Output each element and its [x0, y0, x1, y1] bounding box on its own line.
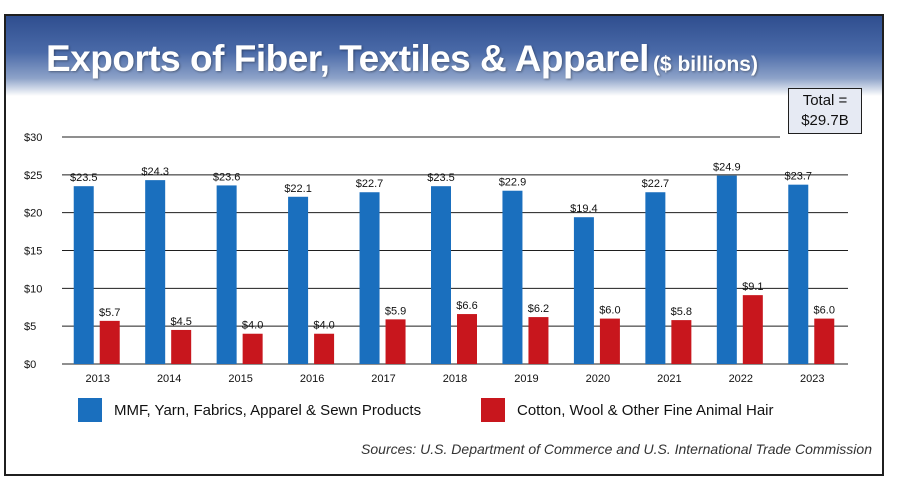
- data-label-cotton: $5.9: [385, 305, 406, 317]
- y-tick-label: $15: [24, 246, 42, 258]
- data-label-cotton: $6.0: [814, 305, 835, 317]
- chart-title: Exports of Fiber, Textiles & Apparel ($ b…: [46, 38, 758, 80]
- legend-item-mmf: MMF, Yarn, Fabrics, Apparel & Sewn Produ…: [78, 398, 421, 422]
- data-label-cotton: $4.5: [170, 316, 191, 328]
- bar-mmf: [216, 185, 237, 364]
- data-label-cotton: $4.0: [313, 320, 334, 332]
- data-label-cotton: $4.0: [242, 320, 263, 332]
- bar-cotton: [171, 329, 192, 364]
- y-tick-label: $20: [24, 208, 42, 220]
- x-tick-label: 2016: [300, 373, 324, 385]
- bar-mmf: [716, 175, 737, 364]
- bar-mmf: [645, 192, 666, 364]
- data-label-cotton: $6.6: [456, 300, 477, 312]
- bar-mmf: [73, 186, 94, 364]
- title-banner: Exports of Fiber, Textiles & Apparel ($ b…: [6, 16, 882, 96]
- data-label-cotton: $6.0: [599, 305, 620, 317]
- x-tick-label: 2021: [657, 373, 681, 385]
- x-tick-label: 2015: [228, 373, 252, 385]
- x-tick-label: 2017: [371, 373, 395, 385]
- y-tick-label: $10: [24, 283, 42, 295]
- legend-label-mmf: MMF, Yarn, Fabrics, Apparel & Sewn Produ…: [114, 401, 422, 419]
- data-label-mmf: $24.9: [713, 162, 741, 174]
- bar-mmf: [359, 192, 380, 364]
- legend-swatch-cotton: [481, 398, 505, 422]
- bar-mmf: [145, 180, 166, 364]
- y-tick-label: $0: [24, 359, 36, 371]
- bar-cotton: [814, 318, 835, 364]
- bar-mmf: [788, 184, 809, 364]
- bar-mmf: [288, 196, 309, 364]
- data-label-mmf: $22.7: [642, 178, 670, 190]
- source-note: Sources: U.S. Department of Commerce and…: [361, 441, 872, 457]
- bar-cotton: [385, 319, 406, 364]
- bar-cotton: [671, 320, 692, 364]
- data-label-mmf: $23.5: [70, 172, 98, 184]
- data-label-mmf: $22.7: [356, 178, 384, 190]
- data-label-mmf: $22.9: [499, 177, 527, 189]
- total-label: Total =: [802, 92, 848, 109]
- bar-mmf: [502, 190, 523, 364]
- bar-cotton: [242, 333, 263, 364]
- data-label-cotton: $5.8: [671, 306, 692, 318]
- x-tick-label: 2020: [586, 373, 610, 385]
- legend-item-cotton: Cotton, Wool & Other Fine Animal Hair: [481, 398, 774, 422]
- legend-label-cotton: Cotton, Wool & Other Fine Animal Hair: [517, 401, 774, 419]
- x-tick-label: 2019: [514, 373, 538, 385]
- data-label-cotton: $6.2: [528, 303, 549, 315]
- bar-mmf: [573, 217, 594, 364]
- bar-cotton: [528, 317, 549, 364]
- y-tick-label: $25: [24, 170, 42, 182]
- x-tick-label: 2014: [157, 373, 181, 385]
- x-tick-label: 2013: [85, 373, 109, 385]
- total-value: $29.7B: [801, 112, 849, 129]
- chart-title-main: Exports of Fiber, Textiles & Apparel: [46, 38, 649, 79]
- data-label-mmf: $22.1: [284, 183, 312, 195]
- bar-cotton: [314, 333, 335, 364]
- bar-cotton: [599, 318, 620, 364]
- bar-cotton: [99, 320, 120, 364]
- legend-swatch-mmf: [78, 398, 102, 422]
- x-tick-label: 2022: [729, 373, 753, 385]
- bar-cotton: [457, 314, 477, 364]
- data-label-mmf: $19.4: [570, 203, 598, 215]
- x-tick-label: 2023: [800, 373, 824, 385]
- data-label-mmf: $23.5: [427, 172, 455, 184]
- bar-cotton: [742, 295, 763, 364]
- y-tick-label: $30: [24, 132, 42, 144]
- data-label-mmf: $23.6: [213, 171, 241, 183]
- data-label-mmf: $23.7: [785, 171, 813, 183]
- data-label-cotton: $5.7: [99, 307, 120, 319]
- x-tick-label: 2018: [443, 373, 467, 385]
- data-label-cotton: $9.1: [742, 281, 763, 293]
- bar-mmf: [431, 186, 451, 364]
- chart-title-unit: ($ billions): [652, 53, 758, 76]
- total-callout: Total = $29.7B: [788, 88, 862, 134]
- y-tick-label: $5: [24, 321, 36, 333]
- data-label-mmf: $24.3: [141, 166, 169, 178]
